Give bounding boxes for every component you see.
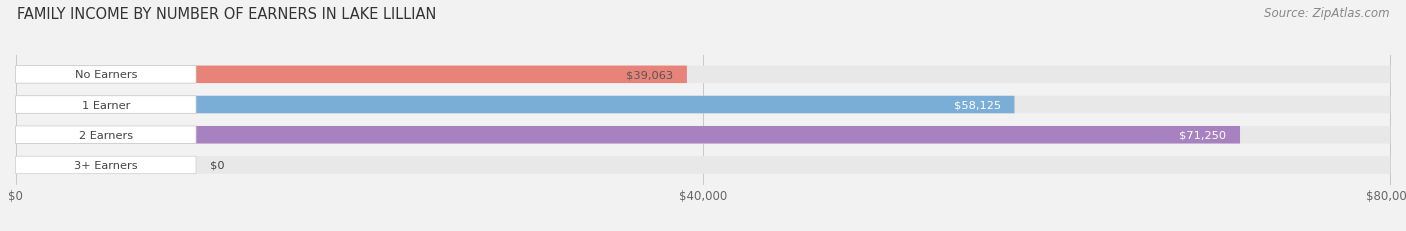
Text: $0: $0	[209, 160, 225, 170]
Text: 1 Earner: 1 Earner	[82, 100, 129, 110]
FancyBboxPatch shape	[15, 126, 195, 144]
Text: 2 Earners: 2 Earners	[79, 130, 134, 140]
FancyBboxPatch shape	[15, 96, 195, 114]
FancyBboxPatch shape	[15, 126, 1240, 144]
Text: $71,250: $71,250	[1180, 130, 1226, 140]
FancyBboxPatch shape	[15, 96, 1391, 114]
Text: Source: ZipAtlas.com: Source: ZipAtlas.com	[1264, 7, 1389, 20]
Text: 3+ Earners: 3+ Earners	[75, 160, 138, 170]
FancyBboxPatch shape	[15, 126, 1391, 144]
FancyBboxPatch shape	[15, 66, 195, 84]
Text: $58,125: $58,125	[953, 100, 1001, 110]
Text: FAMILY INCOME BY NUMBER OF EARNERS IN LAKE LILLIAN: FAMILY INCOME BY NUMBER OF EARNERS IN LA…	[17, 7, 436, 22]
Text: No Earners: No Earners	[75, 70, 138, 80]
FancyBboxPatch shape	[15, 66, 1391, 84]
FancyBboxPatch shape	[15, 157, 195, 174]
FancyBboxPatch shape	[15, 66, 688, 84]
FancyBboxPatch shape	[15, 96, 1015, 114]
FancyBboxPatch shape	[15, 157, 1391, 174]
Text: $39,063: $39,063	[626, 70, 673, 80]
